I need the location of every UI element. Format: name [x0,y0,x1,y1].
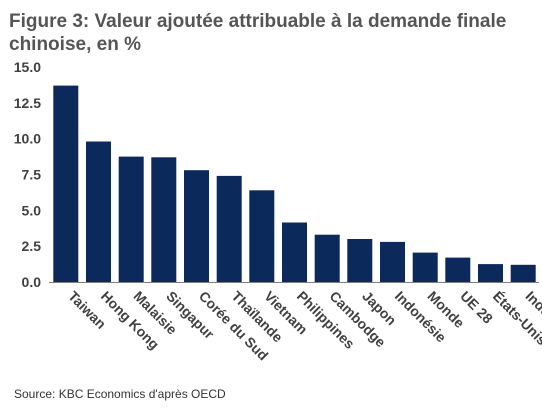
y-tick-label: 12.5 [14,95,41,111]
y-tick-label: 10.0 [14,131,41,147]
source-note: Source: KBC Economics d'après OECD [14,387,226,401]
bar-indon-sie [380,241,405,282]
bar-singapur [151,157,177,282]
bar-monde [412,252,438,282]
bar-ue-28 [445,257,471,282]
bar-japon [347,239,373,282]
y-tick-label: 15.0 [14,59,41,75]
bar-philippines [282,222,307,282]
bar-vietnam [249,190,275,282]
y-tick-label: 0.0 [22,274,42,290]
bar-inde [510,264,536,282]
y-axis: 0.0 2.5 5.0 7.5 10.0 12.5 15.0 [14,59,41,290]
bar--tats-unis [478,264,503,282]
y-tick-label: 7.5 [22,167,42,183]
y-tick-label: 5.0 [22,202,42,218]
bar-cor-e-du-sud [184,170,209,282]
chart-title: Figure 3: Valeur ajoutée attribuable à l… [9,11,507,55]
bar-tha-lande [216,175,242,282]
y-tick-label: 2.5 [22,238,42,254]
bar-cambodge [314,234,340,282]
bar-hong-kong [86,141,111,282]
bars-group [53,85,536,282]
bar-taiwan [53,85,79,282]
bar-malaisie [118,156,144,282]
